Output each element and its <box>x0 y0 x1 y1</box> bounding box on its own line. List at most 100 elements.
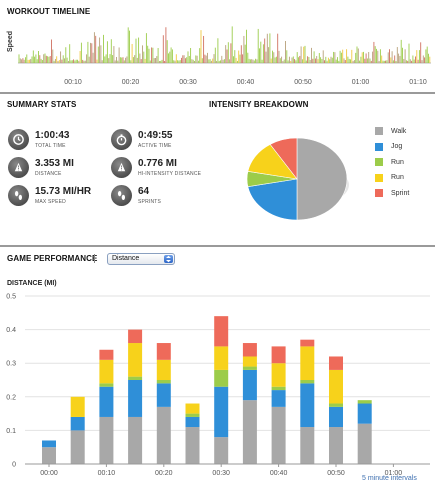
intervals-label: 5 minute intervals <box>362 475 417 482</box>
divider <box>0 245 435 247</box>
distance-icon <box>111 157 132 178</box>
legend-label: Sprint <box>391 189 410 197</box>
timeline-y-label: Speed <box>7 31 14 52</box>
bar-segment-jog <box>271 390 286 407</box>
y-tick-label: 0 <box>12 462 16 469</box>
timeline-tick-label: 01:10 <box>409 79 427 86</box>
legend-item-sprint: Sprint <box>375 189 409 197</box>
bar-segment-sprint <box>156 343 171 360</box>
workout-timeline-title: WORKOUT TIMELINE <box>7 7 91 16</box>
divider <box>0 92 435 94</box>
summary-stats-title: SUMMARY STATS <box>7 100 77 109</box>
legend-swatch <box>375 173 383 182</box>
stat-total-time: 1:00:43 TOTAL TIME <box>8 129 69 150</box>
bar-segment-walk <box>70 430 85 464</box>
bar-segment-jog <box>128 380 143 417</box>
bar-segment-jog <box>242 369 257 401</box>
bar-segment-walk <box>271 406 286 464</box>
legend-swatch <box>375 142 383 151</box>
stat-label: TOTAL TIME <box>35 143 66 149</box>
x-tick-label: 00:50 <box>327 470 345 477</box>
bar-segment-jog <box>214 386 229 438</box>
legend-item-walk: Walk <box>375 127 409 135</box>
bar-segment-walk <box>128 416 143 464</box>
legend-item-jog: Jog <box>375 142 409 151</box>
bar-segment-sprint <box>214 316 229 347</box>
legend-swatch <box>375 127 383 135</box>
workout-timeline-chart: Speed 00:10 00:20 00:30 00:40 00:50 01:00 01:10 <box>7 22 431 86</box>
pie-slice-walk <box>296 137 348 221</box>
stopwatch-icon <box>111 129 132 150</box>
game-performance-chart: 0 0.1 0.2 0.3 0.4 0.5 00:00 00:10 00:20 00:30 00:4… <box>6 294 430 477</box>
x-tick-label: 00:30 <box>212 470 230 477</box>
bar-segment-jog <box>99 386 114 417</box>
bar-segment-jog <box>357 403 372 424</box>
y-tick-label: 0.4 <box>6 327 16 334</box>
bar-segment-run <box>271 363 286 387</box>
legend-label: Jog <box>391 143 403 150</box>
bar-segment-walk <box>42 447 56 464</box>
legend-label: Run <box>391 174 404 181</box>
y-tick-label: 0.3 <box>6 361 16 368</box>
bar-segment-sprint <box>242 343 257 357</box>
stat-max-speed: 15.73 MI/HR MAX SPEED <box>8 185 91 206</box>
legend-label: Run <box>391 158 404 166</box>
legend-swatch <box>375 158 383 166</box>
pie-slice-sprint <box>269 137 298 180</box>
bar-segment-run <box>357 400 372 404</box>
y-tick-label: 0.2 <box>6 394 16 401</box>
bar-segment-run <box>242 356 257 367</box>
stat-value: 1:00:43 <box>35 130 70 141</box>
bar-segment-walk <box>185 427 200 464</box>
bar-segment-walk <box>300 427 315 464</box>
x-tick-label: 00:00 <box>40 470 58 477</box>
stat-active-time: 0:49:55 ACTIVE TIME <box>111 129 172 150</box>
chevron-updown-icon <box>164 255 173 263</box>
bar-segment-jog <box>156 383 171 407</box>
bar-segment-run <box>99 359 114 384</box>
timeline-tick-label: 00:20 <box>122 79 140 86</box>
bar-segment-run <box>128 376 143 380</box>
stat-label: SPRINTS <box>138 199 162 205</box>
stat-value: 64 <box>138 186 150 197</box>
bar-segment-run <box>214 369 229 387</box>
stat-label: HI-INTENSITY DISTANCE <box>138 171 202 177</box>
bar-segment-jog <box>185 416 200 428</box>
x-tick-label: 00:20 <box>155 470 173 477</box>
game-performance-title: GAME PERFORMANCE <box>7 254 98 263</box>
metric-select[interactable]: Distance <box>107 253 175 265</box>
x-tick-label: 00:10 <box>98 470 116 477</box>
bar-segment-run <box>128 343 143 377</box>
stat-value: 15.73 MI/HR <box>35 186 92 197</box>
bar-segment-walk <box>214 437 229 464</box>
x-tick-label: 01:00 <box>385 470 403 477</box>
bar-segment-run <box>185 413 200 417</box>
pie-slice-jog <box>247 178 298 221</box>
bar-segment-run <box>214 346 229 370</box>
bar-segment-run <box>242 366 257 370</box>
y-axis-label: DISTANCE (MI) <box>7 280 57 287</box>
bar-segment-run <box>329 369 343 404</box>
legend-item-run-yellow: Run <box>375 173 409 182</box>
footprints-icon <box>8 185 29 206</box>
timeline-tick-label: 01:00 <box>352 79 370 86</box>
bar-segment-jog <box>329 406 343 428</box>
legend-item-run-green: Run <box>375 158 409 166</box>
intensity-breakdown-title: INTENSITY BREAKDOWN <box>209 100 309 109</box>
bar-segment-jog <box>300 383 315 428</box>
stat-sprints: 64 SPRINTS <box>111 185 161 206</box>
distance-icon <box>8 157 29 178</box>
bar-segment-walk <box>242 400 257 464</box>
bar-segment-walk <box>99 416 114 464</box>
bar-segment-walk <box>329 427 343 464</box>
bar-segment-run <box>271 386 286 391</box>
y-tick-label: 0.5 <box>6 294 16 301</box>
bar-segment-jog <box>42 440 56 448</box>
stat-value: 0:49:55 <box>138 130 173 141</box>
timeline-tick-label: 00:50 <box>294 79 312 86</box>
timeline-tick-label: 00:10 <box>64 79 82 86</box>
bar-segment-sprint <box>271 346 286 364</box>
bar-segment-run <box>329 403 343 407</box>
bar-segment-sprint <box>329 356 343 370</box>
stat-value: 0.776 MI <box>138 158 177 169</box>
